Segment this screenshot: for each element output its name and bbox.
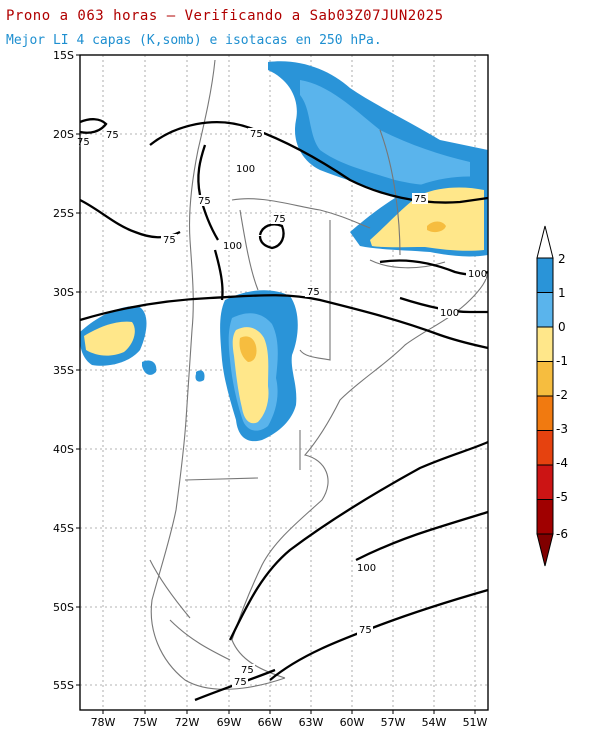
coastlines-borders [149,59,489,690]
contour-label: 100 [468,269,487,280]
colorbar-label: -3 [556,422,568,436]
contour-label: 100 [223,241,242,252]
lon-label: 75W [133,716,158,729]
lat-label: 50S [53,601,74,614]
lat-label: 40S [53,443,74,456]
lat-label: 35S [53,364,74,377]
colorbar-label: -5 [556,490,568,504]
lon-label: 66W [258,716,283,729]
lon-label: 63W [299,716,324,729]
contour-label: 75 [250,129,263,140]
colorbar-label: -2 [556,388,568,402]
colorbar-swatch [536,464,554,500]
colorbar-label: 1 [558,286,566,300]
contour-label: 100 [236,164,255,175]
lon-label: 78W [91,716,116,729]
colorbar-top-arrow [536,225,554,259]
lon-label: 54W [422,716,447,729]
colorbar-swatch [536,326,554,362]
contour-label: 75 [273,214,286,225]
colorbar-swatch [536,499,554,535]
colorbar-label: 2 [558,252,566,266]
contour-label: 100 [357,563,376,574]
lat-label: 30S [53,286,74,299]
colorbar-label: -4 [556,456,568,470]
colorbar-label: 0 [558,320,566,334]
colorbar-bottom-arrow [536,533,554,567]
colorbar-swatch [536,257,554,293]
contour-label: 75 [77,137,90,148]
colorbar-swatch [536,395,554,431]
lon-label: 60W [340,716,365,729]
lat-label: 15S [53,49,74,62]
colorbar-label: -6 [556,527,568,541]
map-panel: 75 75 75 100 75 75 75 100 75 100 75 100 … [76,54,489,711]
colorbar-swatch [536,430,554,466]
graticule [80,55,488,710]
contour-label: 100 [440,308,459,319]
contour-label: 75 [241,665,254,676]
lat-label: 55S [53,679,74,692]
colorbar-swatch [536,361,554,397]
li-shading [80,61,488,442]
map-subtitle: Mejor LI 4 capas (K,somb) e isotacas en … [6,33,382,48]
lon-label: 69W [217,716,242,729]
colorbar: 2 1 0 -1 -2 -3 -4 -5 -6 [536,225,568,567]
contour-label: 75 [359,625,372,636]
contour-labels: 75 75 75 100 75 75 75 100 75 100 75 100 … [76,128,487,688]
contour-label: 75 [414,194,427,205]
colorbar-swatch [536,292,554,328]
map-title: Prono a 063 horas — Verificando a Sab03Z… [6,8,444,24]
map-axes: 15S 20S 25S 30S 35S 40S 45S 50S 55S 78W … [53,49,488,729]
lat-label: 25S [53,207,74,220]
lon-label: 57W [381,716,406,729]
contour-label: 75 [163,235,176,246]
lon-label: 72W [175,716,200,729]
colorbar-label: -1 [556,354,568,368]
contour-label: 75 [198,196,211,207]
lat-label: 45S [53,522,74,535]
lat-label: 20S [53,128,74,141]
contour-label: 75 [307,287,320,298]
contour-label: 75 [106,130,119,141]
contour-label: 75 [234,677,247,688]
lon-label: 51W [463,716,488,729]
